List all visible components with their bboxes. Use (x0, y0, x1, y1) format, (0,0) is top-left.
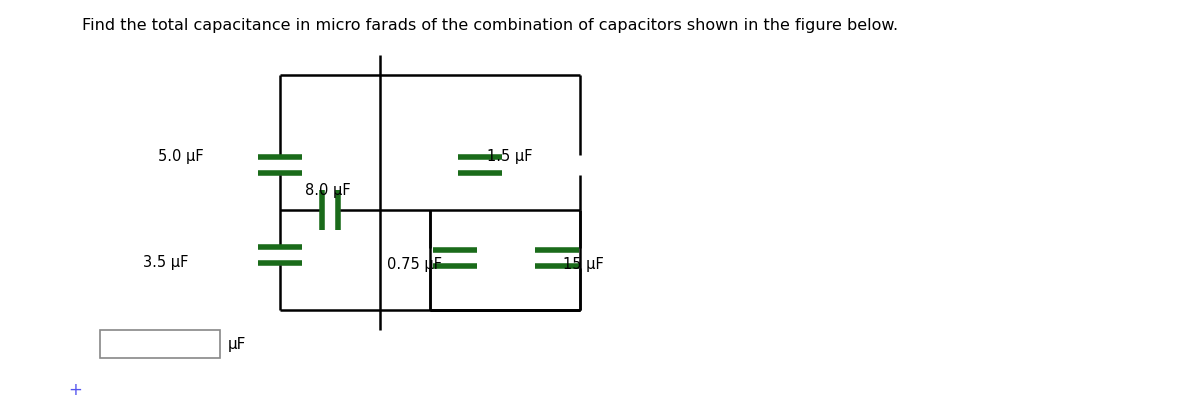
Bar (100, 330, 220, 358)
Text: 8.0 µF: 8.0 µF (305, 183, 350, 198)
Text: µF: µF (228, 337, 246, 352)
Text: 5.0 µF: 5.0 µF (158, 149, 204, 164)
Text: Find the total capacitance in micro farads of the combination of capacitors show: Find the total capacitance in micro fara… (82, 18, 898, 33)
Text: +: + (68, 381, 82, 399)
Text: 1.5 µF: 1.5 µF (487, 149, 533, 164)
Text: 15 µF: 15 µF (563, 256, 604, 271)
Text: 0.75 µF: 0.75 µF (386, 256, 442, 271)
Text: 3.5 µF: 3.5 µF (143, 254, 188, 269)
